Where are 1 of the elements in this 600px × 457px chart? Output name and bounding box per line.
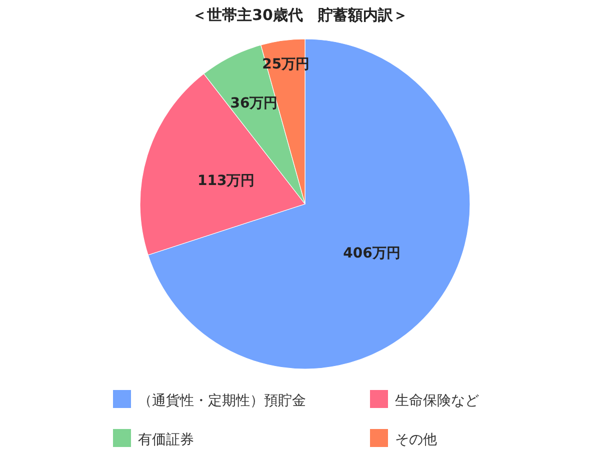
title: ＜世帯主30歳代 貯蓄額内訳＞: [192, 6, 408, 24]
